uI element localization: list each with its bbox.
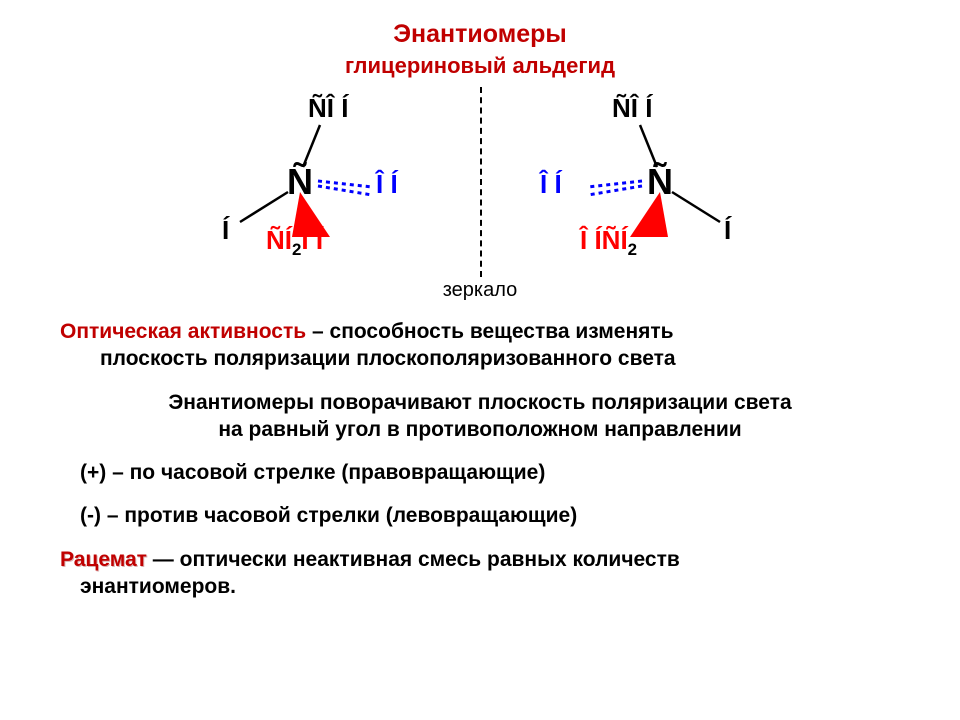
p1-rest: – способность вещества изменять <box>306 320 673 343</box>
page-subtitle: глицериновый альдегид <box>40 53 920 79</box>
molecule-diagram: ÑÎ Í Ñ Í Î Í ÑÍ2Î Í ÑÎ Í Ñ Í Î Í Î ÍÑÍ2 <box>180 87 780 277</box>
para-clockwise: (+) – по часовой стрелке (правовращающие… <box>40 459 920 486</box>
atom-oh-left: Î Í <box>376 169 398 200</box>
atom-cho-left: ÑÎ Í <box>308 93 348 124</box>
term-optical-activity: Оптическая активность <box>60 320 306 343</box>
molecule-left: ÑÎ Í Ñ Í Î Í ÑÍ2Î Í <box>180 87 440 257</box>
para-counterclockwise: (-) – против часовой стрелки (левовращаю… <box>40 502 920 529</box>
title-text: Энантиомеры <box>393 20 566 48</box>
term-racemate: Рацемат <box>60 548 147 571</box>
atom-c-right: Ñ <box>647 161 673 203</box>
p3-text: (+) – по часовой стрелке (правовращающие… <box>80 461 545 484</box>
atom-cho-right: ÑÎ Í <box>612 93 652 124</box>
page-title: Энантиомеры <box>40 20 920 49</box>
atom-c-left: Ñ <box>287 161 313 203</box>
atom-ch2oh-right: Î ÍÑÍ2 <box>580 225 637 260</box>
p2-line1: Энантиомеры поворачивают плоскость поляр… <box>168 391 791 414</box>
p5-rest: — оптически неактивная смесь равных коли… <box>147 548 680 571</box>
molecule-right: ÑÎ Í Ñ Í Î Í Î ÍÑÍ2 <box>520 87 780 257</box>
mirror-label: зеркало <box>40 279 920 302</box>
subtitle-text: глицериновый альдегид <box>345 53 615 78</box>
para-racemate: Рацемат — оптически неактивная смесь рав… <box>40 546 920 601</box>
atom-h-right: Í <box>724 215 731 246</box>
atom-oh-right: Î Í <box>540 169 562 200</box>
atom-h-left: Í <box>222 215 229 246</box>
p1-line2: плоскость поляризации плоскополяризованн… <box>60 345 920 372</box>
p4-text: (-) – против часовой стрелки (левовращаю… <box>80 504 577 527</box>
p5-line2: энантиомеров. <box>60 573 920 600</box>
p2-line2: на равный угол в противоположном направл… <box>218 418 741 441</box>
para-enantiomers-rotate: Энантиомеры поворачивают плоскость поляр… <box>40 389 920 444</box>
mirror-line <box>480 87 482 277</box>
atom-ch2oh-left: ÑÍ2Î Í <box>266 225 323 260</box>
para-optical-activity: Оптическая активность – способность веще… <box>40 318 920 373</box>
